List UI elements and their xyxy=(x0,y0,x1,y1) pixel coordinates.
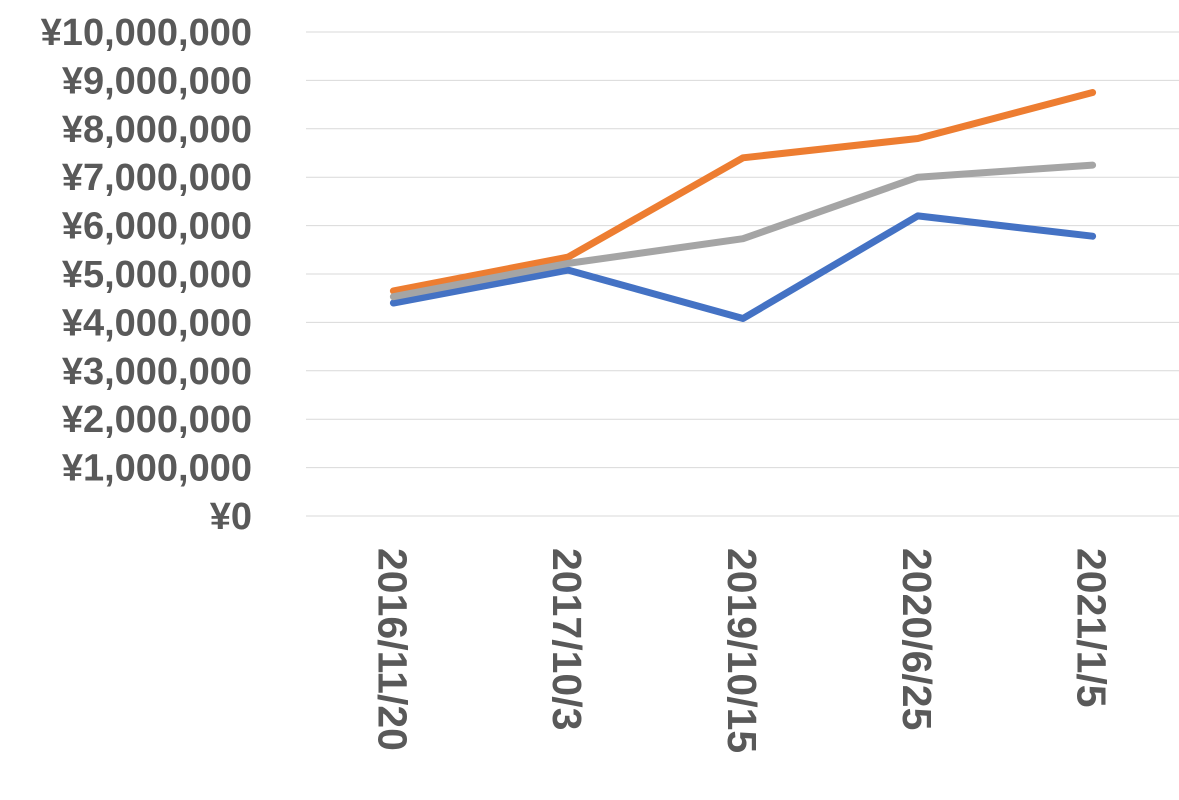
y-tick-label: ¥10,000,000 xyxy=(41,12,252,54)
y-tick-label: ¥8,000,000 xyxy=(62,109,252,151)
series-lines xyxy=(389,89,1097,322)
y-tick-label: ¥4,000,000 xyxy=(62,302,252,344)
y-tick-label: ¥6,000,000 xyxy=(62,206,252,248)
x-tick-label: 2019/10/15 xyxy=(719,548,765,753)
x-tick-label: 2017/10/3 xyxy=(544,548,590,730)
y-tick-label: ¥9,000,000 xyxy=(62,60,252,102)
y-tick-label: ¥5,000,000 xyxy=(62,254,252,296)
x-tick-label: 2021/1/5 xyxy=(1069,548,1115,708)
y-tick-label: ¥1,000,000 xyxy=(62,448,252,490)
x-tick-label: 2016/11/20 xyxy=(369,548,415,751)
series-line-1 xyxy=(389,212,1097,322)
x-tick-label: 2020/6/25 xyxy=(894,548,940,730)
y-tick-label: ¥0 xyxy=(210,496,252,538)
gridlines xyxy=(306,31,1179,517)
y-tick-label: ¥2,000,000 xyxy=(62,399,252,441)
y-axis-tick-labels: ¥0 ¥1,000,000 ¥2,000,000 ¥3,000,000 ¥4,000,0… xyxy=(41,12,252,538)
y-tick-label: ¥3,000,000 xyxy=(62,351,252,393)
x-axis-tick-labels: 2016/11/20 2017/10/3 2019/10/15 2020/6/25 20… xyxy=(369,548,1114,753)
series-line-3 xyxy=(389,161,1097,301)
series-line-2 xyxy=(389,89,1097,295)
y-tick-label: ¥7,000,000 xyxy=(62,157,252,199)
